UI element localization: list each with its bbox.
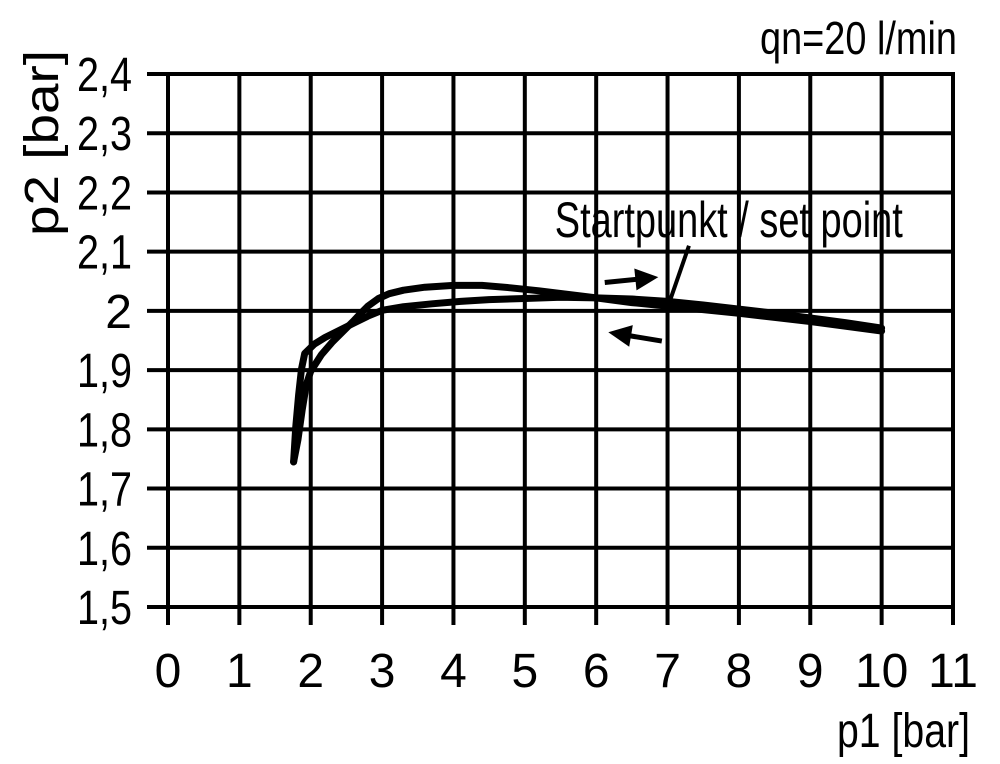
curve-decreasing-p1 (290, 281, 886, 466)
y-tick-label-2: 2 (105, 286, 132, 339)
x-tick-label-0: 0 (155, 645, 182, 698)
y-tick-label-1,7: 1,7 (77, 464, 132, 517)
curve-increasing-p1 (290, 293, 886, 466)
arrow-right-shaft (604, 276, 638, 285)
arrow-right-head (634, 268, 659, 291)
tick-labels: 0 1 2 3 4 5 6 7 8 9 10 111,51,61,71,81,922,12,22,32… (77, 49, 978, 698)
curves (290, 281, 886, 466)
y-tick-label-2,3: 2,3 (77, 108, 132, 161)
y-tick-label-1,6: 1,6 (77, 523, 132, 576)
x-tick-label-9: 9 (797, 645, 824, 698)
arrow-right (604, 268, 659, 291)
flow-rate-label: qn=20 l/min (760, 12, 957, 64)
y-tick-label-1,9: 1,9 (77, 345, 132, 398)
y-tick-label-1,5: 1,5 (77, 582, 132, 635)
x-tick-label-7: 7 (654, 645, 681, 698)
arrow-left (608, 325, 663, 347)
set-point-annotation-group: Startpunkt / set point (555, 192, 903, 303)
y-tick-label-1,8: 1,8 (77, 404, 132, 457)
x-tick-label-3: 3 (369, 645, 396, 698)
x-tick-label-6: 6 (583, 645, 610, 698)
x-tick-label-1: 1 (226, 645, 253, 698)
y-tick-label-2,2: 2,2 (77, 167, 132, 220)
arrow-left-head (608, 325, 633, 347)
grid (147, 72, 955, 625)
y-tick-label-2,4: 2,4 (77, 49, 132, 102)
x-tick-label-2: 2 (297, 645, 324, 698)
x-tick-label-5: 5 (511, 645, 538, 698)
set-point-annotation-text: Startpunkt / set point (555, 192, 903, 248)
x-tick-label-4: 4 (440, 645, 467, 698)
annotation-leader-line (667, 245, 691, 303)
y-axis-label: p2 [bar] (16, 50, 69, 236)
arrow-left-shaft (628, 333, 663, 344)
x-tick-label-11: 11 (928, 645, 978, 698)
y-tick-label-2,1: 2,1 (77, 227, 132, 280)
direction-arrows (604, 268, 663, 347)
x-axis-label: p1 [bar] (837, 705, 970, 758)
x-tick-label-10: 10 (855, 645, 908, 698)
x-tick-label-8: 8 (726, 645, 753, 698)
